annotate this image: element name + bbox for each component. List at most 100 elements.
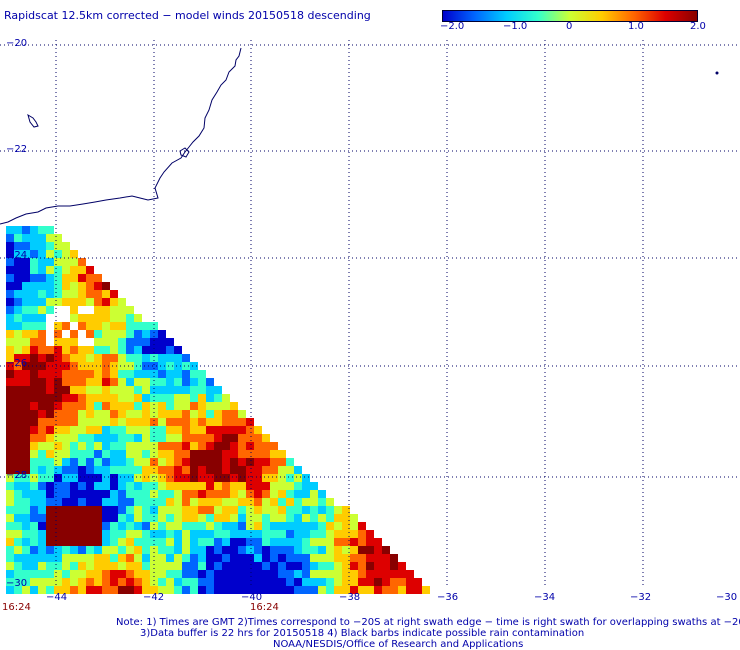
swath-cell	[70, 586, 78, 594]
swath-cell	[182, 514, 190, 522]
colorbar-label: 1.0	[628, 21, 644, 32]
swath-cell	[374, 570, 382, 578]
swath-cell	[214, 466, 222, 474]
swath-cell	[70, 330, 78, 338]
swath-cell	[6, 274, 14, 282]
swath-cell	[190, 482, 198, 490]
swath-cell	[198, 370, 206, 378]
swath-cell	[86, 370, 94, 378]
swath-cell	[222, 546, 230, 554]
swath-cell	[70, 578, 78, 586]
swath-cell	[182, 434, 190, 442]
swath-cell	[110, 538, 118, 546]
swath-cell	[150, 346, 158, 354]
swath-cell	[382, 554, 390, 562]
swath-cell	[38, 330, 46, 338]
swath-cell	[126, 410, 134, 418]
swath-cell	[6, 322, 14, 330]
swath-cell	[150, 466, 158, 474]
swath-cell	[102, 546, 110, 554]
swath-cell	[70, 354, 78, 362]
swath-cell	[206, 530, 214, 538]
swath-cell	[118, 458, 126, 466]
swath-cell	[78, 282, 86, 290]
swath-cell	[286, 530, 294, 538]
swath-cell	[30, 338, 38, 346]
swath-cell	[38, 322, 46, 330]
swath-cell	[94, 586, 102, 594]
swath-cell	[286, 474, 294, 482]
swath-cell	[334, 586, 342, 594]
swath-cell	[62, 250, 70, 258]
swath-cell	[390, 554, 398, 562]
swath-cell	[342, 514, 350, 522]
swath-cell	[22, 482, 30, 490]
swath-cell	[110, 346, 118, 354]
swath-cell	[398, 578, 406, 586]
swath-cell	[86, 474, 94, 482]
swath-cell	[366, 530, 374, 538]
swath-cell	[262, 434, 270, 442]
swath-cell	[166, 418, 174, 426]
swath-cell	[38, 554, 46, 562]
swath-cell	[270, 546, 278, 554]
swath-cell	[310, 578, 318, 586]
swath-cell	[198, 474, 206, 482]
swath-cell	[6, 410, 14, 418]
colorbar-label: −2.0	[440, 21, 465, 32]
swath-cell	[70, 314, 78, 322]
swath-cell	[126, 482, 134, 490]
swath-cell	[174, 546, 182, 554]
swath-cell	[150, 490, 158, 498]
swath-cell	[230, 410, 238, 418]
swath-cell	[118, 490, 126, 498]
swath-cell	[54, 322, 62, 330]
lat-label: −30	[6, 578, 28, 589]
swath-cell	[94, 466, 102, 474]
swath-cell	[118, 330, 126, 338]
swath-cell	[6, 362, 14, 370]
swath-cell	[302, 538, 310, 546]
swath-cell	[182, 402, 190, 410]
swath-cell	[118, 314, 126, 322]
swath-cell	[382, 546, 390, 554]
swath-cell	[22, 498, 30, 506]
swath-cell	[254, 458, 262, 466]
swath-cell	[6, 578, 14, 586]
swath-cell	[70, 538, 78, 546]
swath-cell	[222, 434, 230, 442]
swath-cell	[6, 386, 14, 394]
swath-cell	[6, 426, 14, 434]
swath-cell	[30, 362, 38, 370]
swath-cell	[118, 554, 126, 562]
swath-cell	[78, 386, 86, 394]
swath-cell	[230, 586, 238, 594]
swath-cell	[94, 434, 102, 442]
swath-cell	[46, 410, 54, 418]
swath-cell	[182, 586, 190, 594]
swath-cell	[118, 410, 126, 418]
swath-cell	[166, 578, 174, 586]
swath-cell	[86, 514, 94, 522]
coastline-island	[179, 147, 190, 158]
swath-cell	[342, 554, 350, 562]
swath-cell	[54, 490, 62, 498]
swath-cell	[142, 378, 150, 386]
swath-cell	[30, 282, 38, 290]
swath-cell	[246, 506, 254, 514]
swath-cell	[230, 402, 238, 410]
swath-cell	[182, 442, 190, 450]
swath-cell	[102, 386, 110, 394]
swath-cell	[222, 490, 230, 498]
swath-cell	[150, 330, 158, 338]
swath-cell	[406, 578, 414, 586]
swath-cell	[278, 562, 286, 570]
swath-cell	[38, 418, 46, 426]
swath-cell	[102, 322, 110, 330]
lat-label: −20	[6, 38, 28, 49]
swath-cell	[110, 394, 118, 402]
swath-cell	[230, 474, 238, 482]
swath-cell	[54, 378, 62, 386]
swath-cell	[326, 570, 334, 578]
swath-cell	[46, 506, 54, 514]
